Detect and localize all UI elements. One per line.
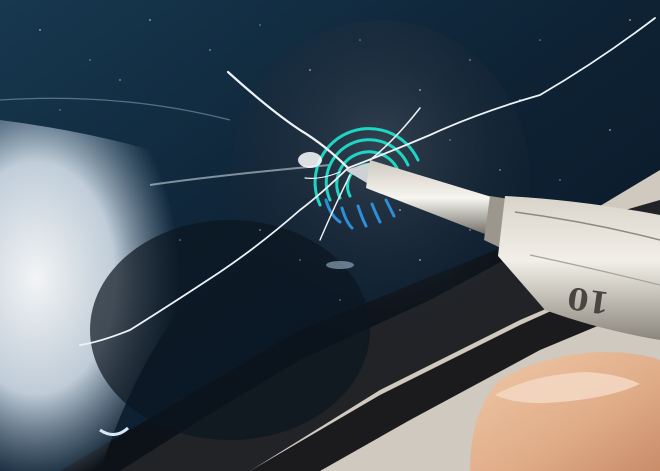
small-reflection xyxy=(326,261,354,269)
pick-body xyxy=(498,196,660,340)
screen-edge-glyph xyxy=(99,426,130,436)
pick-tip xyxy=(345,162,372,186)
dust-specks xyxy=(39,19,631,301)
reflection-shadow xyxy=(90,220,370,440)
pick-shaft xyxy=(366,160,495,236)
thumbnail xyxy=(495,372,640,404)
screen-edge-line-2 xyxy=(149,164,331,186)
pick-hardness-number: 10 xyxy=(566,279,612,319)
light-flare xyxy=(298,152,322,168)
screen-edge-line xyxy=(0,97,231,121)
scratches xyxy=(79,17,656,346)
mohs-hardness-pick: 10 xyxy=(345,160,660,340)
